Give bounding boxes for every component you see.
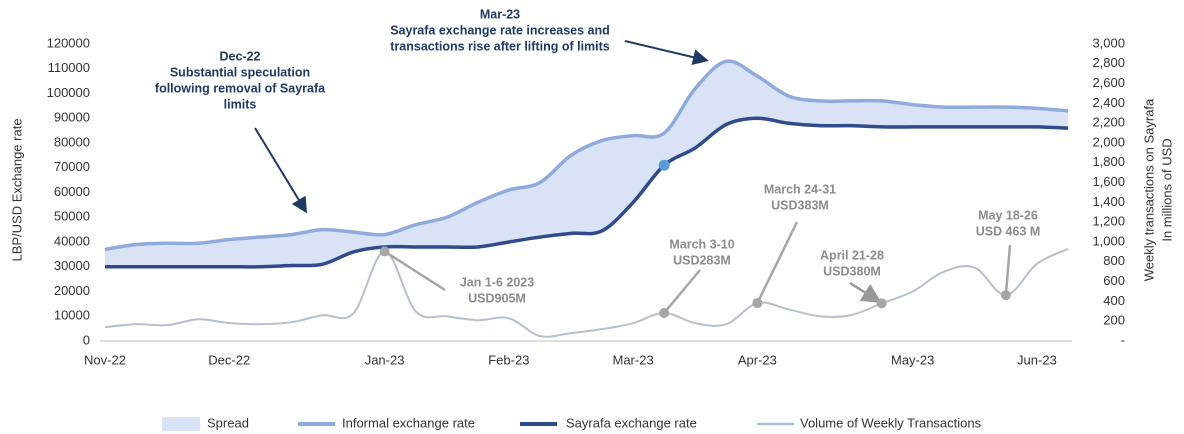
series-line [104, 116, 1069, 269]
y-tick-label: 60000 [54, 184, 90, 199]
annotation-arrow [849, 281, 882, 304]
y-tick-label: 40000 [54, 233, 90, 248]
annotation-text: Dec-22 [220, 49, 261, 63]
x-tick-label: Apr-23 [738, 352, 777, 367]
y2-axis-label: In millions of USD [1159, 138, 1174, 241]
annotation-text: USD 463 M [976, 224, 1041, 238]
highlight-point [1000, 290, 1011, 301]
y2-tick-label: 1,800 [1092, 154, 1125, 169]
annotation-text: USD383M [771, 198, 829, 212]
annotation-text: Substantial speculation [170, 65, 310, 79]
y2-tick-label: 600 [1103, 273, 1125, 288]
highlight-point [876, 298, 887, 309]
legend-label: Informal exchange rate [342, 415, 475, 430]
y2-tick-label: 2,800 [1092, 55, 1125, 70]
y2-axis-label: Weekly transactions on Sayrafa [1141, 98, 1156, 281]
annotation-leader [383, 250, 446, 292]
x-tick-label: Nov-22 [84, 352, 126, 367]
y-tick-label: 50000 [54, 209, 90, 224]
x-tick-label: Jan-23 [365, 352, 405, 367]
y-tick-label: 30000 [54, 258, 90, 273]
spread-area [105, 61, 1068, 267]
annotation-text: March 24-31 [764, 182, 836, 196]
annotation-text: USD380M [823, 264, 881, 278]
legend-label: Spread [207, 415, 249, 430]
annotation-text: May 18-26 [978, 208, 1038, 222]
y-axis-label: LBP/USD Exchange rate [9, 118, 24, 261]
highlight-point [658, 159, 670, 171]
y2-tick-label: 2,600 [1092, 75, 1125, 90]
y-tick-label: 80000 [54, 134, 90, 149]
annotation-text: following removal of Sayrafa [155, 81, 326, 95]
annotation-arrow [624, 40, 709, 66]
x-tick-label: Dec-22 [208, 352, 250, 367]
highlight-point [752, 298, 763, 309]
x-tick-label: May-23 [891, 352, 934, 367]
x-tick-label: Jun-23 [1017, 352, 1057, 367]
annotation-text: USD905M [468, 291, 526, 305]
annotation-leader [663, 269, 701, 314]
y2-tick-label: 2,000 [1092, 134, 1125, 149]
y2-tick-label: 200 [1103, 313, 1125, 328]
highlight-point [379, 246, 390, 257]
y-tick-label: 100000 [47, 85, 90, 100]
annotation-text: April 21-28 [820, 248, 884, 262]
legend-swatch [162, 417, 200, 431]
series-line [104, 59, 1069, 252]
annotation-text: USD283M [673, 253, 731, 267]
y2-tick-label: 800 [1103, 253, 1125, 268]
y-tick-label: 10000 [54, 308, 90, 323]
annotation-text: Sayrafa exchange rate increases and [390, 23, 610, 37]
annotation-arrow [254, 127, 308, 214]
legend-label: Sayrafa exchange rate [566, 415, 697, 430]
x-tick-label: Feb-23 [488, 352, 529, 367]
y2-tick-label: 1,200 [1092, 214, 1125, 229]
y2-tick-label: 3,000 [1092, 35, 1125, 50]
annotation-text: transactions rise after lifting of limit… [390, 39, 610, 53]
y2-tick-label: 400 [1103, 293, 1125, 308]
annotation-leader [1004, 244, 1012, 296]
legend-label: Volume of Weekly Transactions [800, 415, 982, 430]
y2-tick-label: 2,200 [1092, 115, 1125, 130]
y2-tick-label: 1,600 [1092, 174, 1125, 189]
highlight-point [659, 307, 670, 318]
y2-tick-label: 1,000 [1092, 233, 1125, 248]
annotation-text: limits [224, 97, 257, 111]
y2-tick-label: 2,400 [1092, 95, 1125, 110]
y-tick-label: 110000 [48, 60, 90, 75]
y2-tick-label: - [1121, 332, 1125, 347]
x-tick-label: Mar-23 [613, 352, 654, 367]
y2-tick-label: 1,400 [1092, 194, 1125, 209]
series-line [104, 248, 1069, 338]
annotation-text: Mar-23 [480, 7, 520, 21]
y-tick-label: 20000 [54, 283, 90, 298]
y-tick-label: 70000 [54, 159, 90, 174]
y-tick-label: 120000 [47, 35, 90, 50]
annotation-text: March 3-10 [669, 237, 734, 251]
y-tick-label: 90000 [54, 110, 90, 125]
annotation-leader [756, 221, 799, 304]
annotation-text: Jan 1-6 2023 [460, 275, 534, 289]
y-tick-label: 0 [83, 332, 90, 347]
